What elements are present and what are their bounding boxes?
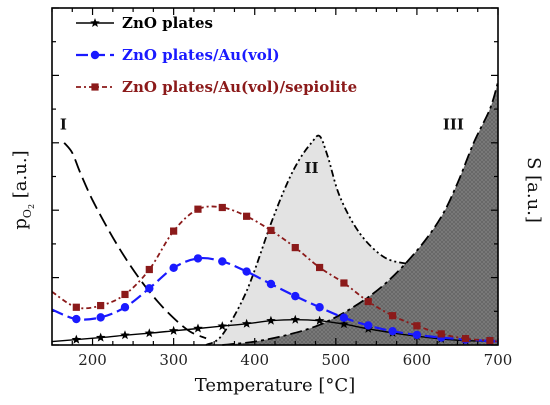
svg-text:pO2 [a.u.]: pO2 [a.u.] xyxy=(10,150,36,229)
series-3-point xyxy=(121,290,129,299)
x-tick-label: 700 xyxy=(484,351,513,369)
series-2-point xyxy=(96,313,105,322)
region-boundary-line-3 xyxy=(222,81,499,346)
series-3-point xyxy=(170,227,178,235)
series-3-point xyxy=(388,312,397,320)
series-3-point xyxy=(364,297,372,306)
series-3-point xyxy=(218,203,226,212)
series-1-point xyxy=(95,332,106,342)
y-axis-title-left: pO2 [a.u.] xyxy=(10,150,36,229)
series-layer xyxy=(51,81,499,346)
x-tick-label: 200 xyxy=(78,351,107,369)
region-label: I xyxy=(60,115,67,133)
series-3-point xyxy=(194,205,202,213)
series-2-point xyxy=(218,257,227,266)
series-2-point xyxy=(120,303,130,312)
series-1-point xyxy=(168,325,179,335)
x-tick-label: 300 xyxy=(159,351,188,369)
y-axis-title-right: S [a.u.] xyxy=(523,157,544,223)
x-tick-label: 400 xyxy=(240,351,269,369)
region-boundary-line-2 xyxy=(205,134,410,346)
series-1-point xyxy=(339,319,349,329)
series-2-point xyxy=(193,254,203,263)
region-iii-fill xyxy=(222,82,499,345)
series-1-point xyxy=(290,314,300,324)
series-2-point xyxy=(242,267,251,276)
series-1-point xyxy=(71,334,82,344)
series-2-point xyxy=(339,313,349,322)
series-3-point xyxy=(145,265,153,274)
series-2-point xyxy=(291,291,300,301)
series-2-point xyxy=(388,326,397,336)
y-axis-title-left-main: p xyxy=(10,218,31,230)
series-3-point xyxy=(316,263,324,272)
series-2-point xyxy=(169,263,178,273)
series-2-point xyxy=(266,279,276,289)
series-1-point xyxy=(120,330,130,340)
series-1-point xyxy=(217,321,227,331)
region-fills xyxy=(206,82,499,345)
x-tick-label: 600 xyxy=(403,351,432,369)
plot-frame xyxy=(51,7,499,346)
region-label: II xyxy=(304,159,318,177)
series-2-point xyxy=(364,321,373,330)
x-axis-title: Temperature [°C] xyxy=(195,375,355,396)
series-2-point xyxy=(315,303,324,312)
y-axis-title-left-subsub: 2 xyxy=(27,204,36,209)
series-3-point xyxy=(437,330,445,338)
legend-label-2: ZnO plates/Au(vol) xyxy=(122,46,280,64)
region-boundary-line-1 xyxy=(63,142,207,340)
series-1-point xyxy=(193,323,203,333)
series-3-point xyxy=(72,303,80,311)
x-tick-label: 500 xyxy=(321,351,350,369)
region-ii-fill xyxy=(206,135,409,345)
series-3-point xyxy=(486,337,494,345)
y-axis-title-left-sub: O xyxy=(21,209,34,218)
series-1-point xyxy=(144,328,155,338)
legend: ZnO plates ZnO plates/Au(vol) ZnO plates/A… xyxy=(76,14,357,96)
legend-label-1: ZnO plates xyxy=(122,14,213,32)
region-label: III xyxy=(443,115,464,133)
series-1-point xyxy=(266,315,276,325)
legend-marker-1 xyxy=(90,18,100,27)
legend-marker-2 xyxy=(90,50,100,60)
series-3-point xyxy=(267,226,275,235)
series-1-point xyxy=(241,318,252,328)
series-3-point xyxy=(340,279,348,287)
series-3-point xyxy=(461,334,470,343)
series-3-point xyxy=(97,301,105,310)
series-2-point xyxy=(412,330,422,340)
x-tick-labels: 200 300 400 500 600 700 xyxy=(78,351,512,369)
y-axis-title-left-unit: [a.u.] xyxy=(10,150,31,204)
series-3-point xyxy=(413,322,421,330)
series-3-point xyxy=(243,212,251,220)
series-2-point xyxy=(72,314,81,324)
legend-label-3: ZnO plates/Au(vol)/sepiolite xyxy=(122,78,357,96)
series-1-point xyxy=(314,315,325,325)
series-2-point xyxy=(145,284,154,293)
series-3-point xyxy=(291,244,299,252)
legend-marker-3 xyxy=(91,83,99,91)
